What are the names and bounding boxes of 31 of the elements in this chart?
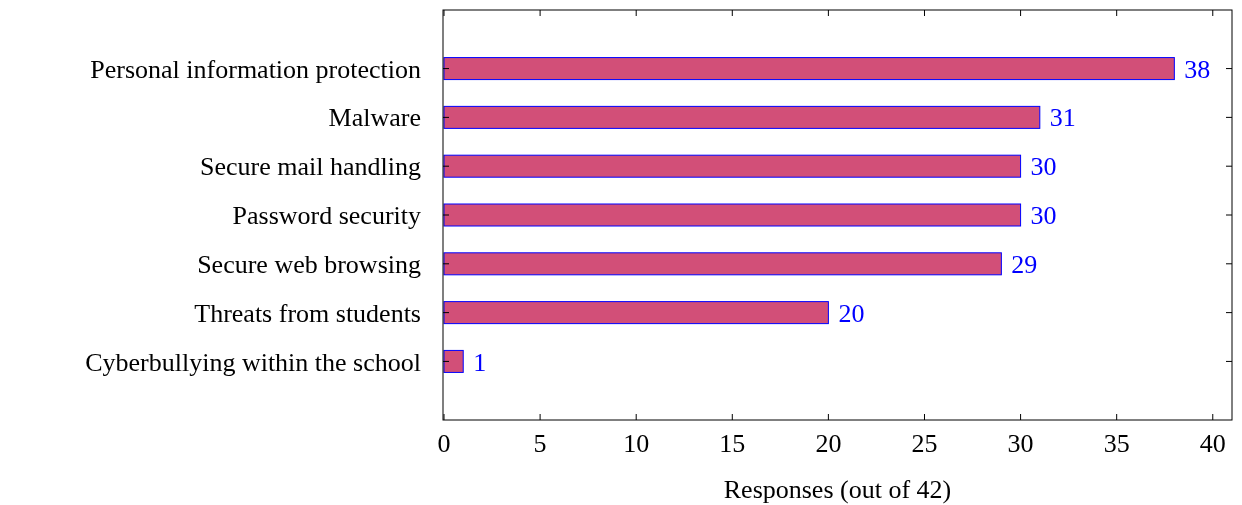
data-label: 1 [473, 347, 487, 377]
data-label: 31 [1049, 103, 1076, 133]
bar [443, 349, 464, 373]
y-tick-label: Personal information protection [90, 54, 421, 84]
y-tick-label: Threats from students [194, 298, 421, 328]
bar [443, 105, 1041, 129]
bar [443, 203, 1022, 227]
x-tick-label: 0 [437, 429, 451, 458]
bar [443, 252, 1002, 276]
x-tick-label: 5 [533, 429, 547, 458]
x-tick-label: 25 [911, 429, 938, 458]
x-tick-label: 10 [623, 429, 650, 458]
y-tick-label: Password security [232, 201, 421, 231]
y-tick-label: Secure mail handling [200, 152, 421, 182]
x-tick-label: 35 [1103, 429, 1130, 458]
y-tick-label: Cyberbullying within the school [85, 347, 421, 377]
y-tick-label: Malware [328, 103, 421, 133]
y-tick-label: Secure web browsing [197, 249, 421, 279]
bar [443, 154, 1022, 178]
data-label: 30 [1030, 152, 1057, 182]
bar [443, 57, 1175, 81]
data-label: 30 [1030, 201, 1057, 231]
data-label: 29 [1011, 249, 1038, 279]
data-label: 38 [1184, 54, 1211, 84]
data-label: 20 [838, 298, 865, 328]
bar [443, 301, 829, 325]
x-tick-label: 40 [1199, 429, 1226, 458]
x-tick-label: 15 [719, 429, 746, 458]
x-tick-label: 30 [1007, 429, 1034, 458]
x-axis-title: Responses (out of 42) [723, 475, 952, 504]
x-tick-label: 20 [815, 429, 842, 458]
